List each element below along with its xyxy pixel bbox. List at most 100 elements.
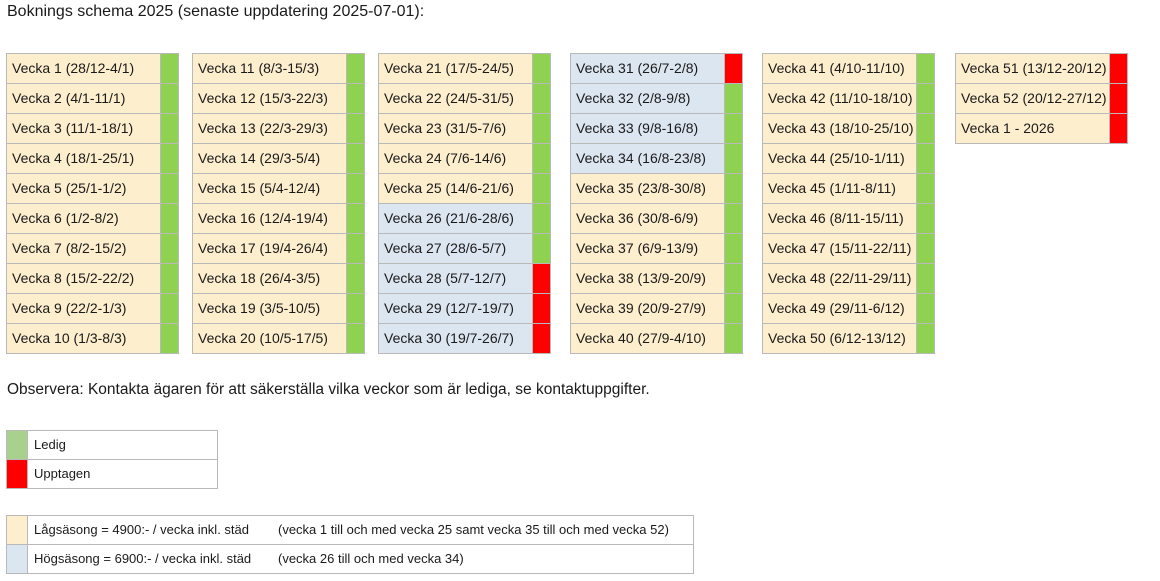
week-label: Vecka 42 (11/10-18/10) <box>763 84 916 113</box>
week-status <box>725 144 742 173</box>
week-status <box>347 174 364 203</box>
week-row: Vecka 30 (19/7-26/7) <box>379 324 550 353</box>
week-label: Vecka 1 - 2026 <box>956 114 1109 143</box>
week-label: Vecka 19 (3/5-10/5) <box>193 294 346 323</box>
week-label: Vecka 14 (29/3-5/4) <box>193 144 346 173</box>
week-label: Vecka 21 (17/5-24/5) <box>379 54 532 83</box>
week-label: Vecka 48 (22/11-29/11) <box>763 264 916 293</box>
week-label: Vecka 20 (10/5-17/5) <box>193 324 346 353</box>
week-row: Vecka 42 (11/10-18/10) <box>763 84 934 113</box>
week-label: Vecka 17 (19/4-26/4) <box>193 234 346 263</box>
week-row: Vecka 29 (12/7-19/7) <box>379 294 550 323</box>
week-label: Vecka 22 (24/5-31/5) <box>379 84 532 113</box>
week-row: Vecka 14 (29/3-5/4) <box>193 144 364 173</box>
week-status <box>161 264 178 293</box>
week-status <box>347 84 364 113</box>
week-status <box>533 174 550 203</box>
week-status <box>533 324 550 353</box>
week-status <box>725 54 742 83</box>
legend-booked-label: Upptagen <box>28 460 217 488</box>
low-season-price: Lågsäsong = 4900:- / vecka inkl. städ <box>34 522 249 537</box>
week-status <box>725 324 742 353</box>
week-status <box>917 264 934 293</box>
week-row: Vecka 22 (24/5-31/5) <box>379 84 550 113</box>
week-status <box>725 84 742 113</box>
week-row: Vecka 26 (21/6-28/6) <box>379 204 550 233</box>
week-row: Vecka 50 (6/12-13/12) <box>763 324 934 353</box>
week-label: Vecka 30 (19/7-26/7) <box>379 324 532 353</box>
high-season-range: (vecka 26 till och med vecka 34) <box>278 551 464 566</box>
week-status <box>533 264 550 293</box>
week-row: Vecka 24 (7/6-14/6) <box>379 144 550 173</box>
week-status <box>917 234 934 263</box>
week-row: Vecka 16 (12/4-19/4) <box>193 204 364 233</box>
week-column: Vecka 41 (4/10-11/10) Vecka 42 (11/10-18/… <box>762 53 935 354</box>
week-status <box>533 54 550 83</box>
week-status <box>347 144 364 173</box>
high-season-price: Högsäsong = 6900:- / vecka inkl. städ <box>34 551 252 566</box>
low-season-range: (vecka 1 till och med vecka 25 samt veck… <box>278 522 669 537</box>
week-label: Vecka 11 (8/3-15/3) <box>193 54 346 83</box>
week-status <box>347 54 364 83</box>
week-status <box>533 144 550 173</box>
week-status <box>725 264 742 293</box>
week-row: Vecka 15 (5/4-12/4) <box>193 174 364 203</box>
week-status <box>347 114 364 143</box>
week-status <box>725 174 742 203</box>
week-row: Vecka 45 (1/11-8/11) <box>763 174 934 203</box>
week-label: Vecka 36 (30/8-6/9) <box>571 204 724 233</box>
week-row: Vecka 38 (13/9-20/9) <box>571 264 742 293</box>
week-row: Vecka 36 (30/8-6/9) <box>571 204 742 233</box>
week-label: Vecka 15 (5/4-12/4) <box>193 174 346 203</box>
week-row: Vecka 44 (25/10-1/11) <box>763 144 934 173</box>
week-label: Vecka 8 (15/2-22/2) <box>7 264 160 293</box>
week-row: Vecka 23 (31/5-7/6) <box>379 114 550 143</box>
week-status <box>161 54 178 83</box>
week-row: Vecka 5 (25/1-1/2) <box>7 174 178 203</box>
week-status <box>533 84 550 113</box>
week-status <box>917 174 934 203</box>
week-column: Vecka 51 (13/12-20/12) Vecka 52 (20/12-27… <box>955 53 1128 144</box>
season-legend: Lågsäsong = 4900:- / vecka inkl. städ (ve… <box>6 515 694 574</box>
week-label: Vecka 10 (1/3-8/3) <box>7 324 160 353</box>
week-row: Vecka 43 (18/10-25/10) <box>763 114 934 143</box>
week-status <box>917 84 934 113</box>
week-status <box>161 234 178 263</box>
week-status <box>161 84 178 113</box>
week-row: Vecka 3 (11/1-18/1) <box>7 114 178 143</box>
week-row: Vecka 19 (3/5-10/5) <box>193 294 364 323</box>
week-label: Vecka 3 (11/1-18/1) <box>7 114 160 143</box>
week-status <box>161 114 178 143</box>
season-row-low: Lågsäsong = 4900:- / vecka inkl. städ (ve… <box>7 516 693 544</box>
week-status <box>725 294 742 323</box>
week-row: Vecka 48 (22/11-29/11) <box>763 264 934 293</box>
week-row: Vecka 6 (1/2-8/2) <box>7 204 178 233</box>
week-column: Vecka 1 (28/12-4/1) Vecka 2 (4/1-11/1) Vec… <box>6 53 179 354</box>
week-label: Vecka 29 (12/7-19/7) <box>379 294 532 323</box>
week-row: Vecka 31 (26/7-2/8) <box>571 54 742 83</box>
week-row: Vecka 33 (9/8-16/8) <box>571 114 742 143</box>
week-row: Vecka 35 (23/8-30/8) <box>571 174 742 203</box>
week-row: Vecka 51 (13/12-20/12) <box>956 54 1127 83</box>
week-status <box>161 204 178 233</box>
week-label: Vecka 49 (29/11-6/12) <box>763 294 916 323</box>
week-label: Vecka 31 (26/7-2/8) <box>571 54 724 83</box>
week-status <box>161 174 178 203</box>
booked-swatch <box>7 460 27 488</box>
week-label: Vecka 25 (14/6-21/6) <box>379 174 532 203</box>
week-row: Vecka 25 (14/6-21/6) <box>379 174 550 203</box>
week-label: Vecka 2 (4/1-11/1) <box>7 84 160 113</box>
week-row: Vecka 4 (18/1-25/1) <box>7 144 178 173</box>
week-row: Vecka 21 (17/5-24/5) <box>379 54 550 83</box>
week-label: Vecka 33 (9/8-16/8) <box>571 114 724 143</box>
week-label: Vecka 23 (31/5-7/6) <box>379 114 532 143</box>
week-status <box>917 204 934 233</box>
legend-free-label: Ledig <box>28 431 217 459</box>
legend-row-free: Ledig <box>7 431 217 459</box>
week-label: Vecka 12 (15/3-22/3) <box>193 84 346 113</box>
week-label: Vecka 51 (13/12-20/12) <box>956 54 1109 83</box>
week-label: Vecka 43 (18/10-25/10) <box>763 114 916 143</box>
week-label: Vecka 27 (28/6-5/7) <box>379 234 532 263</box>
week-row: Vecka 7 (8/2-15/2) <box>7 234 178 263</box>
week-label: Vecka 41 (4/10-11/10) <box>763 54 916 83</box>
